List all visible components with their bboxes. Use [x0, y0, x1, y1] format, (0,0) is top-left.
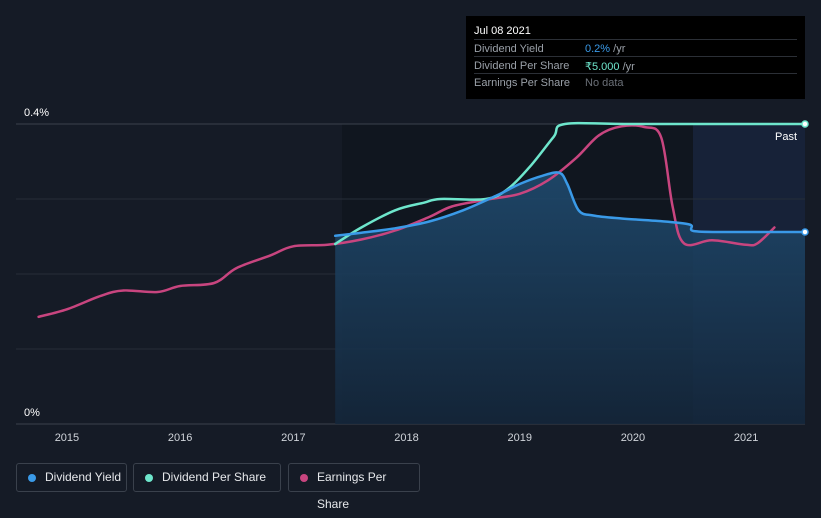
y-tick-top: 0.4%: [24, 107, 49, 119]
x-tick-label: 2020: [621, 432, 645, 444]
dividend-per-share-end-marker: [801, 120, 809, 128]
tooltip-value: ₹5.000: [585, 61, 620, 73]
x-tick-label: 2018: [394, 432, 418, 444]
series-lines: [37, 120, 809, 319]
x-tick-label: 2021: [734, 432, 758, 444]
tooltip-value: No data: [585, 77, 624, 89]
tooltip-unit: /yr: [610, 43, 626, 55]
tooltip-label: Dividend Yield: [474, 43, 544, 55]
tooltip-row-dividend-yield: Dividend Yield 0.2% /yr: [474, 39, 797, 57]
legend-dot-icon: [28, 474, 36, 482]
tooltip-row-earnings-per-share: Earnings Per Share No data: [474, 73, 797, 91]
tooltip-row-dividend-per-share: Dividend Per Share ₹5.000 /yr: [474, 56, 797, 74]
tooltip-unit: /yr: [619, 61, 635, 73]
x-tick-label: 2019: [507, 432, 531, 444]
legend-label: Dividend Yield: [45, 470, 122, 484]
dividend-yield-end-marker: [801, 228, 809, 236]
legend-label: Dividend Per Share: [162, 470, 267, 484]
legend-dividend-yield[interactable]: Dividend Yield: [16, 463, 127, 492]
x-tick-label: 2015: [55, 432, 79, 444]
x-tick-label: 2016: [168, 432, 192, 444]
tooltip: Jul 08 2021 Dividend Yield 0.2% /yr Divi…: [466, 16, 805, 99]
legend-dot-icon: [145, 474, 153, 482]
legend-dot-icon: [300, 474, 308, 482]
past-label: Past: [775, 131, 797, 143]
legend-earnings-per-share[interactable]: Earnings Per Share: [288, 463, 420, 511]
x-axis: 2015 2016 2017 2018 2019 2020 2021: [55, 432, 759, 444]
tooltip-value: 0.2%: [585, 43, 611, 55]
legend-dividend-per-share[interactable]: Dividend Per Share: [133, 463, 281, 492]
dividend-yield-line: [333, 171, 807, 238]
tooltip-label: Dividend Per Share: [474, 60, 570, 72]
dividend-yield-area: [335, 172, 805, 424]
y-tick-bottom: 0%: [24, 407, 40, 419]
x-tick-label: 2017: [281, 432, 305, 444]
tooltip-date: Jul 08 2021: [474, 25, 531, 37]
tooltip-label: Earnings Per Share: [474, 77, 570, 89]
earnings-per-share-line: [37, 124, 776, 319]
